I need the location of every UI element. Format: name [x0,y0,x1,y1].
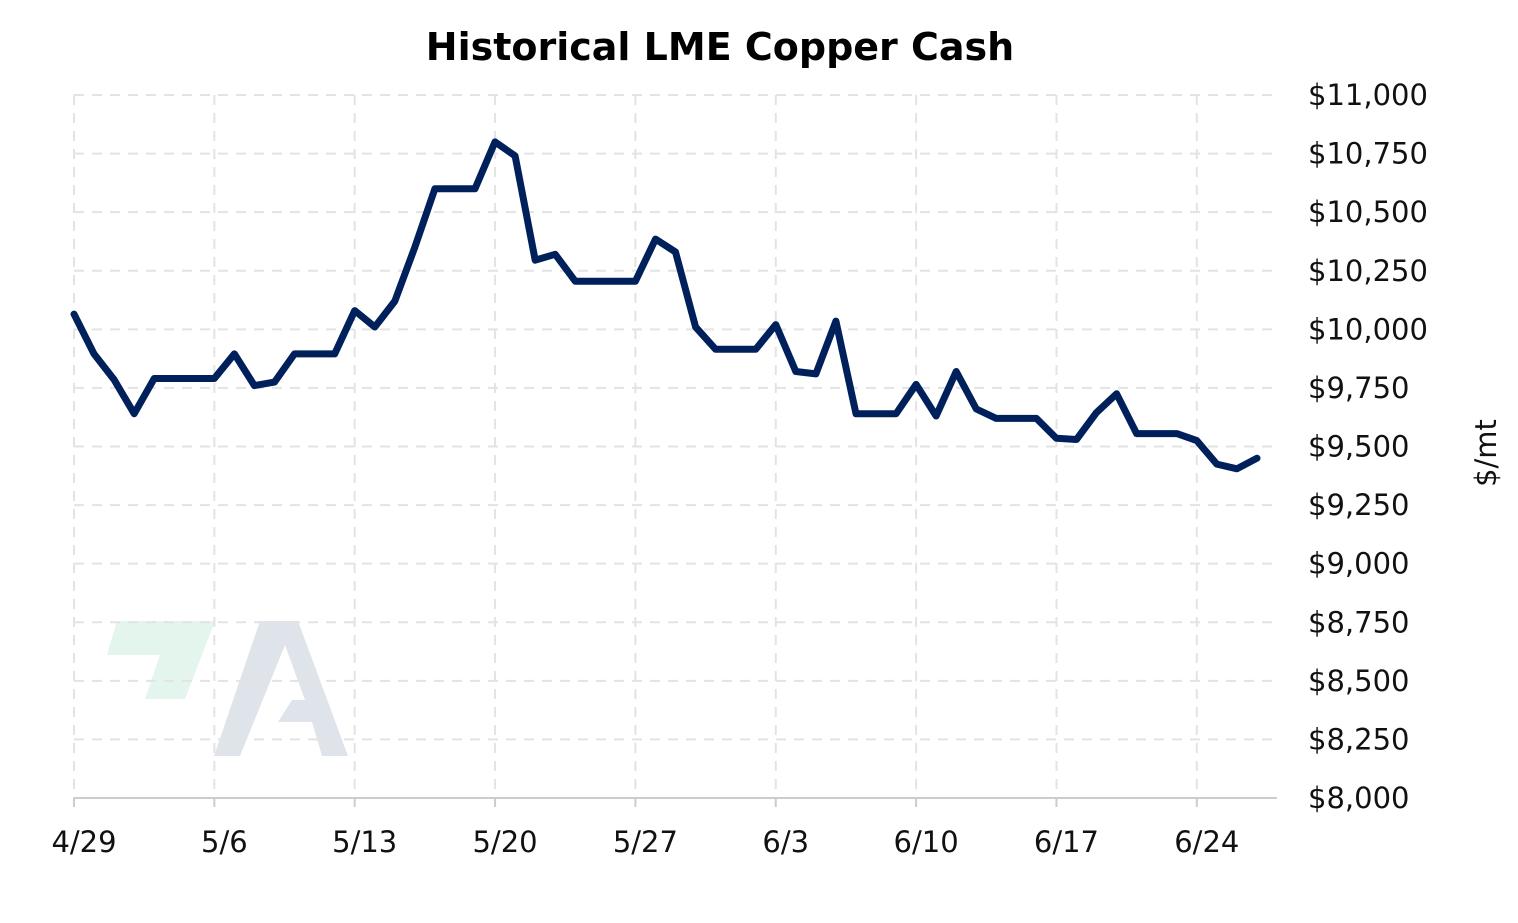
y-tick-label: $9,000 [1308,547,1409,581]
y-tick-label: $10,750 [1308,137,1428,171]
y-tick-label: $11,000 [1308,78,1428,112]
y-tick-label: $8,750 [1308,605,1409,639]
y-tick-label: $9,750 [1308,371,1409,405]
x-tick-label: 6/24 [1174,825,1239,859]
x-tick-label: 5/13 [332,825,397,859]
y-tick-label: $9,500 [1308,430,1409,464]
x-tick-label: 5/6 [201,825,248,859]
x-tick-label: 4/29 [51,825,116,859]
x-axis-ticks [73,798,1198,807]
logo-mark-green [107,621,215,699]
x-tick-label: 6/3 [762,825,809,859]
y-tick-label: $10,250 [1308,254,1428,288]
y-tick-label: $10,500 [1308,195,1428,229]
y-tick-label: $8,000 [1308,781,1409,815]
chart-title: Historical LME Copper Cash [426,25,1014,69]
y-tick-label: $10,000 [1308,312,1428,346]
watermark-logo [107,621,348,756]
x-tick-label: 5/20 [472,825,537,859]
x-tick-label: 6/10 [894,825,959,859]
series-layer [70,138,1261,473]
y-tick-label: $8,250 [1308,722,1409,756]
y-axis-title: $/mt [1469,419,1503,487]
y-gridlines [74,94,1277,741]
series-line [70,138,1261,473]
x-tick-label: 6/17 [1034,825,1099,859]
x-tick-label: 5/27 [613,825,678,859]
y-axis-labels: $8,000 $8,250 $8,500 $8,750 $9,000 $9,250 $9,5… [1308,78,1428,815]
x-axis-labels: 4/29 5/6 5/13 5/20 5/27 6/3 6/10 6/17 6/24 [51,825,1239,859]
logo-mark-letter [214,621,348,756]
y-tick-label: $8,500 [1308,664,1409,698]
y-tick-label: $9,250 [1308,488,1409,522]
